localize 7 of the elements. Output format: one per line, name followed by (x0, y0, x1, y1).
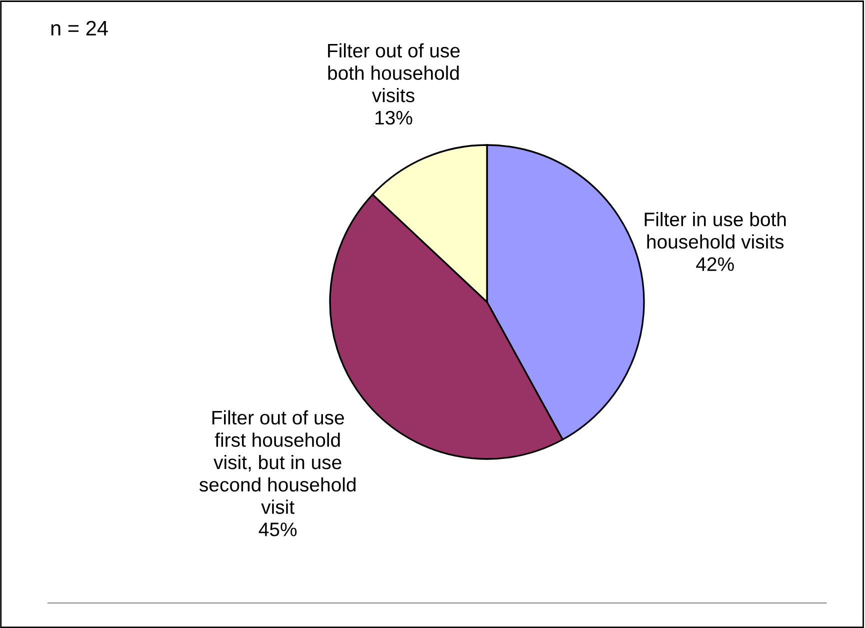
data-label: 42% (696, 257, 734, 271)
data-label: 13% (375, 110, 412, 125)
text: n = 24 (51, 20, 108, 36)
slice-label: Filter out of use both household visits (328, 43, 460, 102)
slice-label: Filter out of use first household visit, but in use second household visit (199, 410, 356, 514)
data-label: 45% (258, 522, 297, 536)
slice-label: Filter in use both household visits (644, 212, 786, 249)
